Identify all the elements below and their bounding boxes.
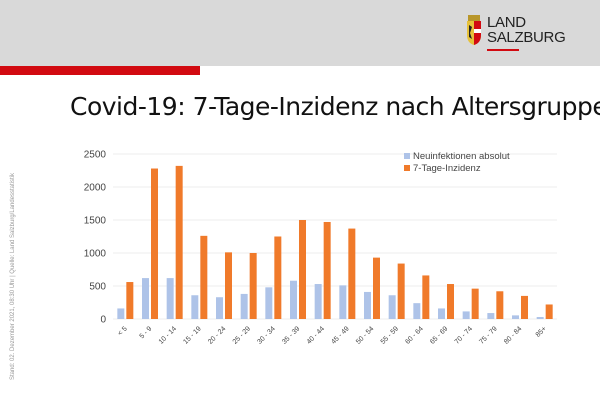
- accent-bar: [0, 66, 200, 75]
- x-tick-label: 5 - 9: [139, 325, 154, 340]
- x-tick-label: 65 - 69: [429, 325, 449, 345]
- legend-swatch: [404, 153, 410, 159]
- bar-inzidenz: [373, 257, 380, 319]
- x-tick-label: 80 - 84: [503, 325, 523, 345]
- y-tick-label: 1500: [84, 216, 107, 227]
- bar-inzidenz: [496, 291, 504, 319]
- x-tick-label: 20 - 24: [207, 325, 227, 345]
- y-tick-label: 500: [89, 282, 106, 293]
- legend-label: Neuinfektionen absolut: [413, 151, 510, 162]
- bar-inzidenz: [249, 253, 257, 319]
- bar-inzidenz: [274, 236, 282, 319]
- x-tick-label: 60 - 64: [404, 325, 424, 345]
- x-tick-label: 15 - 19: [182, 325, 202, 345]
- x-tick-label: 50 - 54: [355, 325, 375, 345]
- bar-inzidenz: [348, 228, 356, 319]
- bar-neuinfektionen: [413, 303, 421, 319]
- x-tick-label: 25 - 29: [232, 325, 252, 345]
- bar-neuinfektionen: [166, 278, 174, 319]
- bar-neuinfektionen: [216, 297, 223, 319]
- y-tick-label: 1000: [84, 249, 107, 260]
- y-tick-label: 2500: [84, 150, 107, 161]
- bar-inzidenz: [175, 165, 183, 319]
- x-tick-label: 75 - 79: [478, 325, 498, 345]
- bar-inzidenz: [151, 168, 158, 319]
- y-tick-label: 0: [100, 315, 106, 326]
- bar-neuinfektionen: [314, 284, 322, 319]
- legend-swatch: [404, 165, 410, 171]
- bar-inzidenz: [225, 252, 232, 319]
- bar-neuinfektionen: [265, 287, 273, 319]
- x-tick-label: 10 - 14: [158, 325, 178, 345]
- x-tick-label: 30 - 34: [256, 325, 276, 345]
- bar-inzidenz: [323, 221, 331, 319]
- bar-neuinfektionen: [462, 311, 470, 319]
- bar-neuinfektionen: [388, 295, 396, 319]
- bar-inzidenz: [521, 295, 528, 319]
- bar-neuinfektionen: [240, 293, 248, 319]
- bar-inzidenz: [545, 304, 553, 319]
- bar-inzidenz: [397, 263, 405, 319]
- x-tick-label: 85+: [535, 325, 548, 338]
- coat-of-arms-icon: [467, 15, 481, 45]
- bar-neuinfektionen: [339, 285, 347, 319]
- bar-neuinfektionen: [487, 313, 495, 319]
- x-tick-label: 55 - 59: [380, 325, 400, 345]
- x-tick-label: 35 - 39: [281, 325, 301, 345]
- bar-inzidenz: [422, 275, 430, 319]
- x-tick-label: 45 - 49: [330, 325, 350, 345]
- x-tick-label: < 5: [117, 325, 129, 337]
- page-title: Covid-19: 7-Tage-Inzidenz nach Altersgru…: [70, 92, 600, 121]
- bar-neuinfektionen: [438, 308, 445, 319]
- x-tick-label: 40 - 44: [306, 325, 326, 345]
- bar-neuinfektionen: [191, 295, 199, 319]
- bar-inzidenz: [200, 235, 208, 319]
- bar-inzidenz: [471, 288, 479, 319]
- logo-line1: LAND: [487, 14, 526, 31]
- bar-neuinfektionen: [512, 315, 519, 319]
- y-tick-label: 2000: [84, 183, 107, 194]
- bar-inzidenz: [299, 220, 306, 319]
- land-salzburg-logo: LAND SALZBURG: [466, 14, 566, 51]
- bar-neuinfektionen: [364, 291, 371, 319]
- header-bar: [0, 0, 600, 66]
- legend-label: 7-Tage-Inzidenz: [413, 163, 481, 174]
- logo-line2: SALZBURG: [487, 29, 566, 46]
- x-tick-label: 70 - 74: [454, 325, 474, 345]
- bar-neuinfektionen: [142, 278, 149, 319]
- bar-neuinfektionen: [536, 317, 544, 319]
- logo-underline: [487, 49, 519, 51]
- bar-neuinfektionen: [290, 280, 297, 319]
- bar-neuinfektionen: [117, 308, 125, 319]
- bar-inzidenz: [447, 284, 454, 319]
- bar-inzidenz: [126, 282, 134, 319]
